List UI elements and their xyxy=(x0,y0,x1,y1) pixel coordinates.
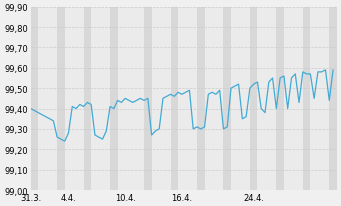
Bar xyxy=(284,8,303,190)
Bar xyxy=(250,8,257,190)
Bar xyxy=(310,8,329,190)
Bar xyxy=(144,8,152,190)
Bar xyxy=(223,8,231,190)
Bar xyxy=(110,8,118,190)
Bar xyxy=(257,8,276,190)
Bar xyxy=(276,8,284,190)
Bar xyxy=(197,8,205,190)
Bar xyxy=(118,8,144,190)
Bar xyxy=(84,8,91,190)
Bar xyxy=(205,8,223,190)
Bar xyxy=(329,8,337,190)
Bar xyxy=(31,8,38,190)
Bar xyxy=(231,8,250,190)
Bar xyxy=(170,8,178,190)
Bar xyxy=(91,8,110,190)
Bar xyxy=(303,8,310,190)
Bar xyxy=(65,8,84,190)
Bar xyxy=(178,8,197,190)
Bar xyxy=(57,8,65,190)
Bar xyxy=(152,8,170,190)
Bar xyxy=(38,8,57,190)
